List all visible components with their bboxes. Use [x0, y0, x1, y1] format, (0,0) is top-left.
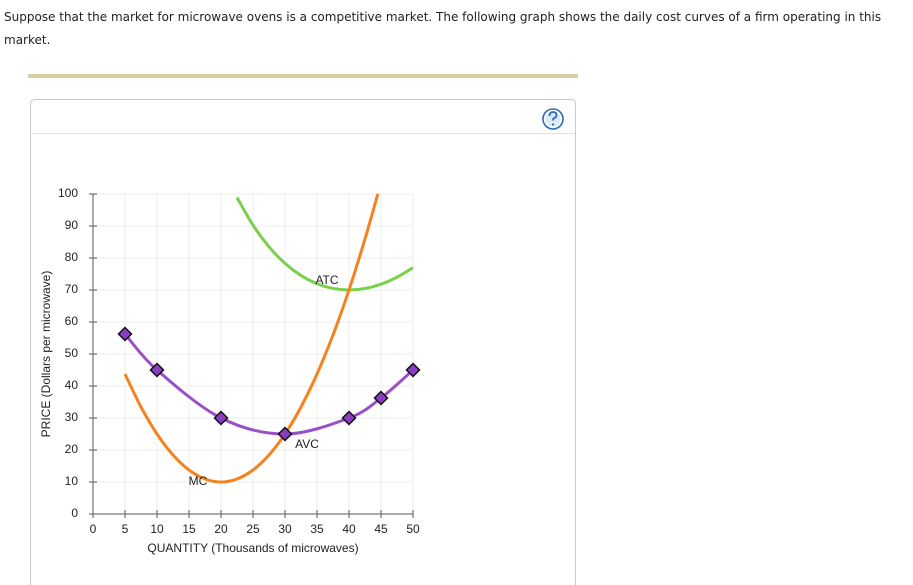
point-marker — [341, 410, 357, 426]
x-tick-label: 15 — [182, 522, 196, 536]
y-tick-label: 10 — [65, 474, 79, 488]
point-marker — [405, 362, 421, 378]
point-marker — [213, 410, 229, 426]
curve-label: ATC — [315, 273, 338, 287]
help-button[interactable] — [542, 108, 564, 130]
x-tick-label: 10 — [150, 522, 164, 536]
x-tick-label: 50 — [406, 522, 420, 536]
x-tick-label: 20 — [214, 522, 228, 536]
y-tick-label: 90 — [65, 218, 79, 232]
y-tick-label: 60 — [65, 314, 79, 328]
x-tick-label: 5 — [122, 522, 129, 536]
y-tick-label: 70 — [65, 282, 79, 296]
x-tick-label: 45 — [374, 522, 388, 536]
y-tick-label: 100 — [58, 186, 78, 200]
graph-panel — [30, 99, 576, 585]
x-tick-label: 25 — [246, 522, 260, 536]
point-marker — [277, 426, 293, 442]
y-tick-label: 40 — [65, 378, 79, 392]
divider — [28, 74, 578, 78]
x-tick-label: 35 — [310, 522, 324, 536]
y-axis-title: PRICE (Dollars per microwave) — [39, 271, 53, 438]
y-tick-label: 50 — [65, 346, 79, 360]
curve-line — [123, 193, 380, 484]
y-tick-label: 30 — [65, 410, 79, 424]
y-tick-label: 20 — [65, 442, 79, 456]
x-tick-label: 0 — [90, 522, 97, 536]
y-tick-label: 0 — [71, 506, 78, 520]
x-tick-label: 40 — [342, 522, 356, 536]
curve-line — [235, 196, 414, 292]
y-tick-label: 80 — [65, 250, 79, 264]
x-axis-title: QUANTITY (Thousands of microwaves) — [147, 541, 358, 555]
point-marker — [149, 362, 165, 378]
question-text: Suppose that the market for microwave ov… — [4, 10, 882, 47]
curve-label: MC — [189, 474, 208, 488]
x-tick-label: 30 — [278, 522, 292, 536]
curve-label: AVC — [295, 437, 319, 451]
point-marker — [117, 326, 133, 342]
point-marker — [373, 390, 389, 406]
